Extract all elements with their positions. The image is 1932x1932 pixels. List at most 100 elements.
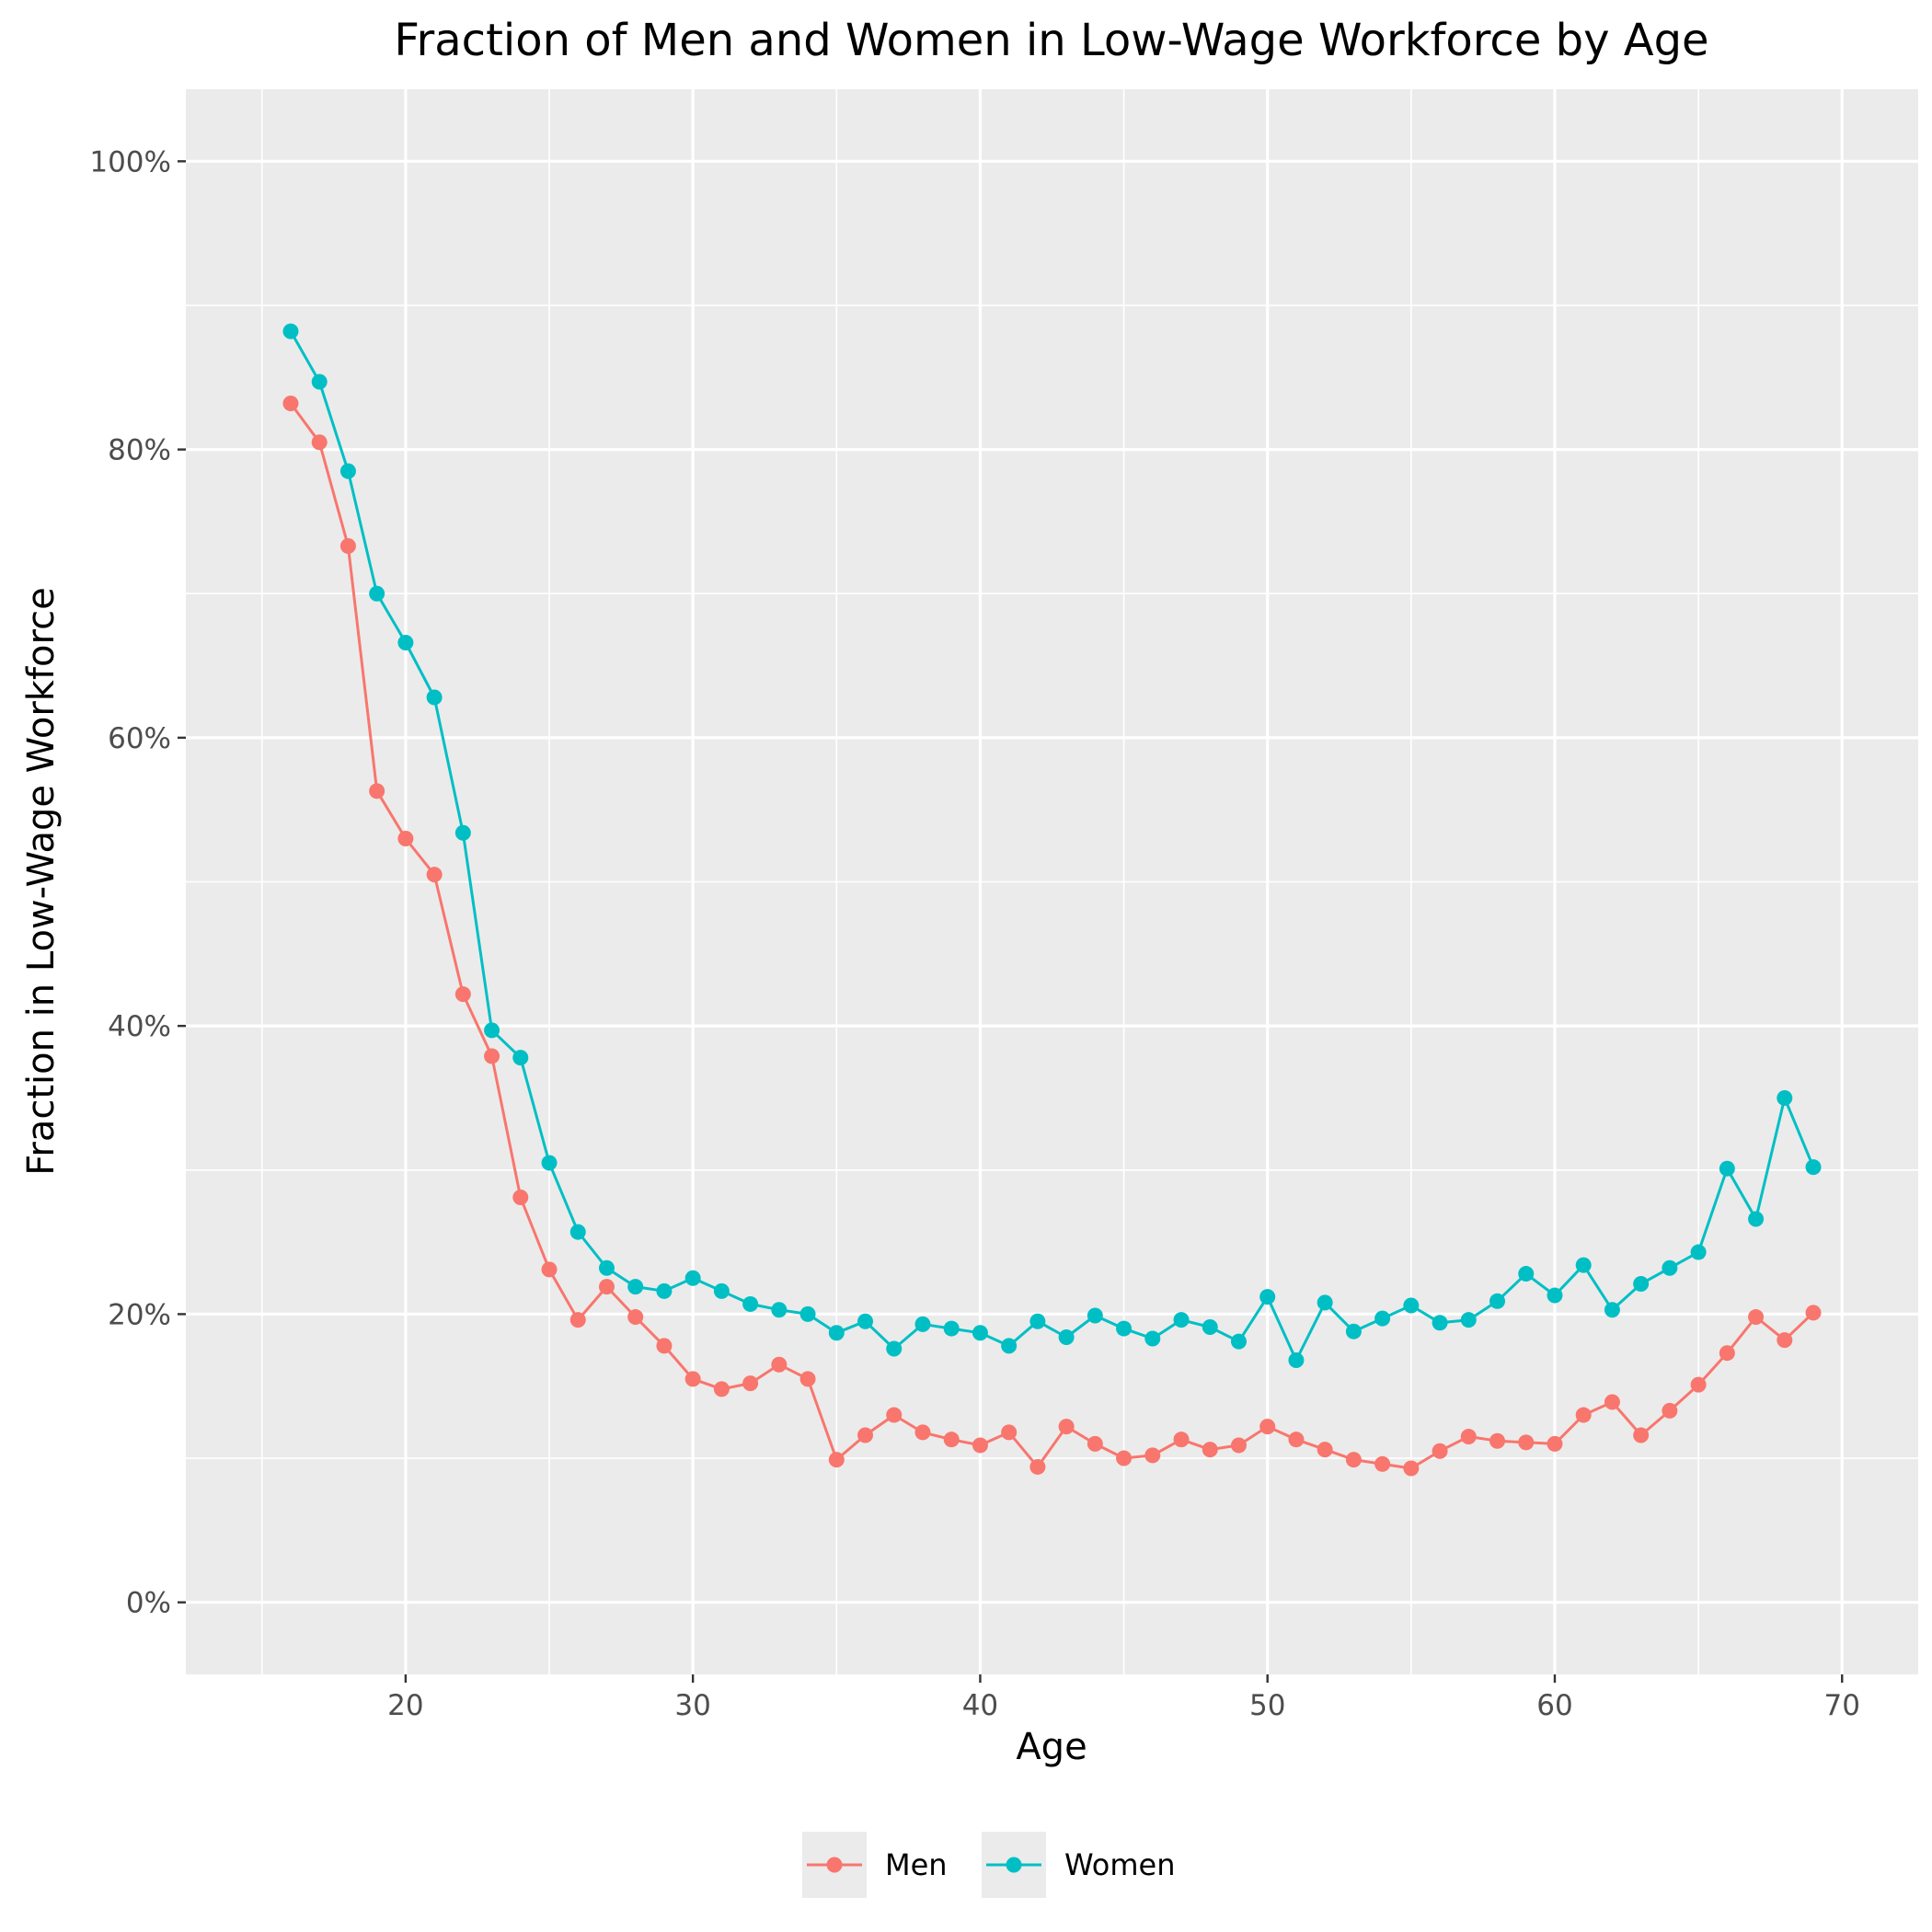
data-point-men: [1460, 1429, 1477, 1445]
data-point-men: [1662, 1402, 1678, 1419]
data-point-men: [684, 1371, 701, 1387]
data-point-women: [1604, 1302, 1620, 1318]
series-layer: [282, 323, 1822, 1477]
data-point-women: [1489, 1293, 1506, 1309]
data-point-men: [369, 783, 385, 799]
data-point-women: [1805, 1159, 1822, 1176]
data-point-women: [943, 1320, 960, 1337]
data-point-men: [1633, 1427, 1650, 1443]
chart-title: Fraction of Men and Women in Low-Wage Wo…: [394, 15, 1708, 66]
data-point-women: [857, 1313, 874, 1329]
data-point-women: [1288, 1352, 1305, 1369]
data-point-women: [598, 1259, 615, 1276]
data-point-women: [1087, 1307, 1103, 1324]
data-point-men: [311, 434, 328, 451]
legend-key-point-men: [826, 1857, 843, 1873]
data-point-men: [799, 1371, 816, 1387]
x-tick-label: 30: [674, 1689, 710, 1722]
data-point-men: [1058, 1419, 1075, 1435]
data-point-men: [1087, 1435, 1103, 1452]
data-point-women: [1345, 1323, 1362, 1340]
data-point-men: [1001, 1424, 1018, 1441]
y-tick-label: 20%: [108, 1298, 171, 1331]
x-axis: 20 30 40 50 60 70: [387, 1674, 1860, 1722]
data-point-men: [1345, 1452, 1362, 1468]
data-point-men: [282, 395, 299, 411]
data-point-men: [1202, 1442, 1218, 1458]
legend-label-men: Men: [885, 1847, 948, 1882]
data-point-women: [339, 463, 356, 479]
grid-minor: [186, 89, 1918, 1674]
y-tick-label: 80%: [108, 434, 171, 467]
data-point-women: [1259, 1289, 1276, 1305]
data-point-men: [1259, 1419, 1276, 1435]
data-point-men: [857, 1427, 874, 1443]
data-point-women: [1173, 1312, 1190, 1328]
data-point-women: [914, 1316, 931, 1332]
data-point-men: [512, 1190, 529, 1206]
series-women: [282, 323, 1822, 1369]
data-point-men: [1029, 1458, 1046, 1475]
data-point-men: [1547, 1435, 1563, 1452]
data-point-men: [1230, 1437, 1247, 1454]
data-point-women: [1403, 1297, 1420, 1314]
data-point-women: [282, 323, 299, 339]
data-point-women: [1001, 1338, 1018, 1354]
data-point-women: [311, 374, 328, 390]
data-point-women: [1662, 1259, 1678, 1276]
data-point-men: [656, 1338, 673, 1354]
data-point-women: [426, 689, 443, 706]
data-point-men: [1604, 1394, 1620, 1410]
data-point-men: [828, 1452, 845, 1468]
data-point-women: [799, 1305, 816, 1322]
data-point-men: [627, 1309, 644, 1326]
data-point-men: [1805, 1305, 1822, 1321]
data-point-women: [771, 1302, 788, 1318]
data-point-men: [1777, 1332, 1793, 1349]
data-point-men: [742, 1375, 759, 1392]
data-point-men: [541, 1261, 558, 1278]
data-point-women: [972, 1325, 988, 1341]
y-tick-label: 60%: [108, 722, 171, 755]
legend-item-women: Women: [982, 1832, 1175, 1898]
data-point-women: [1518, 1266, 1535, 1282]
series-men: [282, 395, 1822, 1477]
y-tick-label: 100%: [89, 145, 171, 178]
data-point-women: [1374, 1310, 1391, 1327]
data-point-men: [1144, 1447, 1161, 1464]
data-point-men: [1518, 1434, 1535, 1451]
data-point-men: [1403, 1460, 1420, 1477]
data-point-women: [569, 1224, 586, 1240]
data-point-women: [1317, 1294, 1333, 1311]
data-point-men: [713, 1381, 730, 1397]
data-point-men: [426, 867, 443, 883]
data-point-men: [484, 1048, 500, 1064]
y-tick-label: 0%: [126, 1587, 171, 1620]
data-point-women: [1575, 1257, 1592, 1273]
data-point-men: [914, 1424, 931, 1441]
data-point-women: [1633, 1276, 1650, 1293]
data-point-men: [598, 1279, 615, 1295]
legend-key-point-women: [1006, 1857, 1022, 1873]
data-point-men: [454, 986, 471, 1003]
data-point-women: [828, 1325, 845, 1341]
data-point-men: [886, 1407, 903, 1423]
x-tick-label: 60: [1536, 1689, 1572, 1722]
data-point-men: [1748, 1309, 1765, 1326]
data-point-men: [972, 1437, 988, 1454]
data-point-men: [1374, 1455, 1391, 1472]
data-point-women: [684, 1270, 701, 1286]
data-point-men: [1317, 1442, 1333, 1458]
legend-label-women: Women: [1064, 1847, 1175, 1882]
data-point-men: [1690, 1376, 1707, 1393]
data-point-men: [397, 831, 414, 847]
data-point-men: [339, 538, 356, 555]
data-point-women: [1777, 1089, 1793, 1106]
data-point-women: [1230, 1333, 1247, 1350]
y-tick-label: 40%: [108, 1010, 171, 1043]
data-point-women: [397, 634, 414, 650]
data-point-women: [1719, 1160, 1735, 1177]
data-point-women: [1202, 1319, 1218, 1336]
x-tick-label: 20: [387, 1689, 423, 1722]
